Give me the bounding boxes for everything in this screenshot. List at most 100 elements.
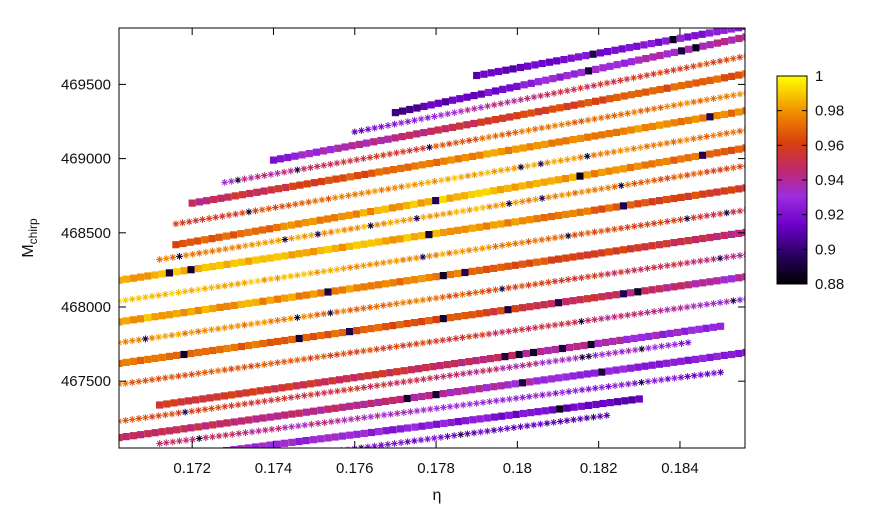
data-point-square [702, 324, 710, 332]
data-point-asterisk [525, 197, 533, 204]
data-point-asterisk [397, 439, 405, 446]
data-point-asterisk [610, 148, 618, 156]
data-point-square [472, 357, 480, 365]
data-point-square [720, 28, 728, 34]
data-point-asterisk [644, 106, 651, 114]
data-point-square [556, 73, 564, 81]
data-point-asterisk [690, 98, 698, 106]
data-point-square [237, 417, 246, 425]
data-point-asterisk [530, 93, 538, 101]
data-point-square [648, 242, 656, 250]
data-point-asterisk [743, 207, 745, 213]
data-point-square [360, 429, 368, 437]
data-point-square [425, 160, 434, 168]
data-point-square [432, 273, 440, 281]
data-point-square [252, 256, 260, 264]
data-point-asterisk [439, 373, 447, 380]
data-point-asterisk [424, 179, 432, 186]
data-point-asterisk [464, 172, 472, 180]
data-point-square [533, 179, 541, 188]
data-point-asterisk [617, 111, 625, 118]
data-point-square [375, 168, 383, 176]
data-point-asterisk [404, 182, 412, 190]
data-point-asterisk [228, 244, 236, 252]
data-point-asterisk [459, 334, 466, 341]
data-point-square [713, 232, 721, 241]
data-point-asterisk [326, 160, 334, 168]
data-point-asterisk [604, 226, 612, 234]
data-point-square [655, 285, 664, 293]
data-point-asterisk [499, 201, 506, 209]
data-point-square [482, 222, 491, 230]
data-point-asterisk [426, 143, 433, 151]
data-point-square [405, 131, 414, 139]
data-point-square [119, 359, 123, 367]
data-point-asterisk [411, 181, 419, 188]
data-point-asterisk [221, 403, 229, 411]
data-point-asterisk [477, 428, 485, 436]
data-point-asterisk [472, 205, 480, 213]
data-point-square [310, 407, 318, 415]
data-point-asterisk [459, 290, 466, 298]
data-point-square [173, 426, 181, 434]
data-point-square [129, 432, 137, 440]
data-point-asterisk [696, 301, 704, 309]
data-point-square [461, 312, 469, 320]
data-point-square [742, 33, 745, 41]
data-point-square [645, 332, 653, 340]
data-point-asterisk [506, 395, 513, 403]
data-point-square [634, 162, 642, 170]
data-point-asterisk [413, 214, 421, 222]
data-point-asterisk [503, 425, 511, 432]
data-point-square [612, 166, 620, 174]
data-point-asterisk [577, 318, 585, 325]
data-point-asterisk [314, 420, 322, 427]
data-point-asterisk [551, 321, 559, 329]
data-point-square [425, 392, 433, 400]
data-point-square [713, 149, 721, 157]
data-point-asterisk [202, 248, 210, 256]
data-point-asterisk [537, 420, 544, 428]
data-point-square [273, 337, 282, 346]
data-point-square [627, 364, 635, 372]
data-point-asterisk [510, 164, 518, 172]
data-point-square [440, 419, 448, 427]
data-point-asterisk [543, 91, 551, 98]
data-point-square [324, 434, 332, 442]
data-point-asterisk [307, 269, 314, 277]
data-point-square [516, 63, 524, 72]
data-point-asterisk [201, 285, 209, 293]
data-point-square [555, 255, 563, 263]
data-point-asterisk [544, 159, 551, 167]
data-point-square [591, 369, 599, 377]
data-point-square [458, 359, 466, 367]
data-point-square [612, 247, 620, 255]
data-point-square [583, 251, 591, 259]
data-point-asterisk [175, 409, 182, 417]
data-point-square [677, 282, 685, 290]
data-point-square [511, 261, 519, 269]
data-point-square [259, 297, 267, 305]
data-point-square [242, 389, 250, 397]
data-point-asterisk [300, 355, 308, 363]
data-point-square [179, 239, 187, 248]
data-point-asterisk [168, 290, 176, 297]
data-point-asterisk [122, 338, 130, 346]
data-point-asterisk [417, 436, 425, 444]
data-point-square [374, 206, 382, 214]
data-point-square [688, 326, 696, 334]
data-point-asterisk [716, 130, 724, 138]
data-point-asterisk [234, 364, 242, 372]
data-point-asterisk [287, 272, 295, 280]
data-point-asterisk [326, 352, 334, 359]
data-point-square [513, 112, 521, 120]
data-point-square [348, 142, 356, 150]
data-point-square [735, 185, 743, 193]
data-point-asterisk [630, 145, 638, 152]
data-point-asterisk [426, 295, 433, 303]
data-point-asterisk [267, 171, 275, 178]
data-point-square [327, 146, 335, 154]
data-point-asterisk [650, 176, 658, 184]
data-point-asterisk [393, 300, 400, 308]
data-point-square [634, 200, 642, 208]
